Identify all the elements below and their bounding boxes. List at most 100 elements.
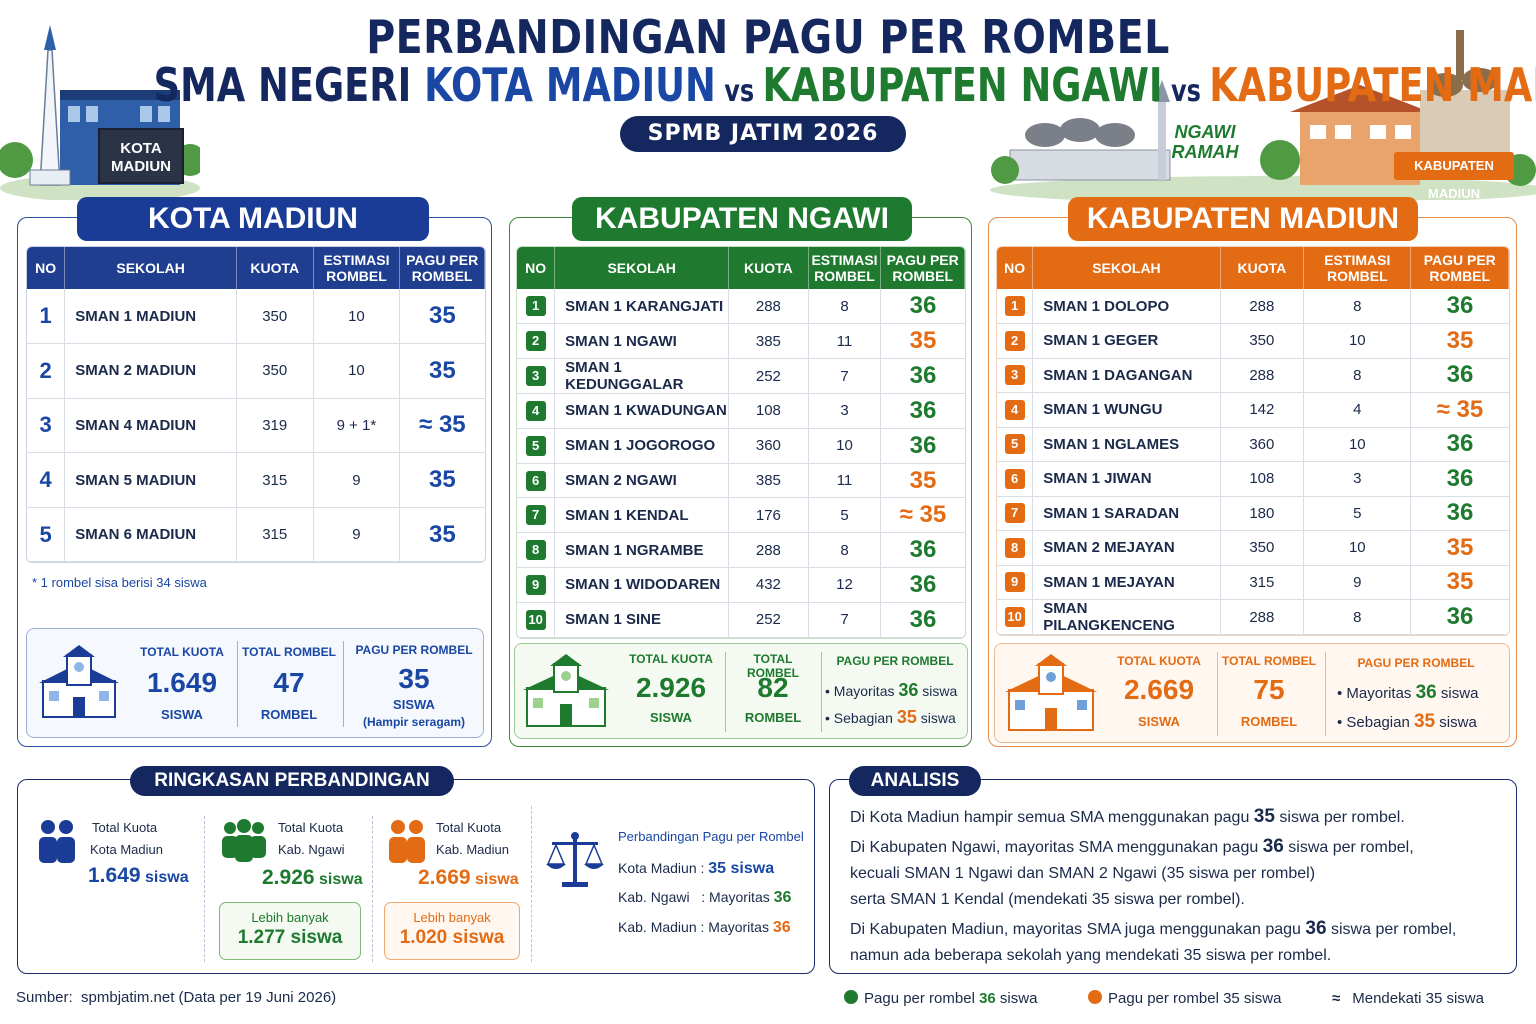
- row-number-cell: 7: [517, 497, 556, 534]
- page-title: PERBANDINGAN PAGU PER ROMBEL: [366, 10, 1170, 64]
- school-name: SMAN 1 WUNGU: [1032, 392, 1221, 428]
- text: Di Kabupaten Ngawi, mayoritas SMA menggu…: [850, 839, 1263, 856]
- kuota-cell: 288: [728, 532, 809, 569]
- kota-total-kuota: 1.649: [146, 667, 218, 698]
- title-prefix: SMA NEGERI: [153, 58, 425, 112]
- row-number: 4: [525, 400, 546, 421]
- school-icon: [523, 654, 609, 727]
- table-row: 1 SMAN 1 KARANGJATI 288 8 36: [517, 289, 965, 325]
- row-number: 5: [525, 435, 546, 456]
- pagu-line-num: 35: [896, 707, 917, 727]
- pagu-line-unit: siswa: [916, 710, 956, 726]
- madiun-total-rombel-label: TOTAL ROMBEL: [1222, 654, 1316, 668]
- kuota-cell: 319: [236, 398, 314, 454]
- legend-num: 36: [979, 990, 996, 1007]
- kuota-cell: 176: [728, 497, 809, 534]
- row-number: 8: [525, 540, 546, 561]
- row-number-cell: 2: [997, 323, 1034, 359]
- kuota-cell: 432: [728, 567, 809, 603]
- madiun-total-kuota-unit: SISWA: [1138, 714, 1180, 729]
- row-number: 5: [1004, 434, 1025, 455]
- school-name: SMAN 1 WIDODAREN: [554, 567, 730, 603]
- pagu-cell: 36: [1410, 427, 1509, 462]
- school-icon: [39, 645, 119, 718]
- pagu-cell: 35: [399, 507, 485, 563]
- kota-pagu-label: PAGU PER ROMBEL: [355, 643, 473, 657]
- table-row: 5 SMAN 6 MADIUN 315 9 35: [27, 507, 485, 563]
- row-number-cell: 8: [997, 530, 1034, 566]
- divider: [1217, 652, 1218, 736]
- rombel-cell: 10: [808, 428, 882, 464]
- text: siswa per rombel.: [1274, 809, 1405, 826]
- people-icon: [39, 820, 75, 863]
- kuota-cell: 252: [728, 602, 809, 638]
- kuota-cell: 288: [1220, 358, 1305, 393]
- row-number-cell: 5: [517, 428, 556, 464]
- kuota-cell: 180: [1220, 496, 1305, 531]
- row-number-cell: 5: [997, 427, 1034, 462]
- cmp-madiun-value: 36: [772, 919, 791, 936]
- panel-title-madiun: KABUPATEN MADIUN: [1068, 197, 1418, 241]
- analisis-p2-line3: serta SMAN 1 Kendal (mendekati 35 siswa …: [850, 891, 1245, 908]
- table-row: 4 SMAN 1 WUNGU 142 4 ≈ 35: [997, 392, 1509, 428]
- kota-footnote: * 1 rombel sisa berisi 34 siswa: [32, 575, 207, 590]
- kota-total-kuota-unit: SISWA: [161, 707, 203, 722]
- pagu-cell: 36: [1410, 289, 1509, 324]
- rombel-cell: 7: [808, 358, 882, 395]
- table-row: 6 SMAN 1 JIWAN 108 3 36: [997, 461, 1509, 497]
- pagu-cell: 36: [880, 428, 965, 464]
- school-name: SMAN 1 NGRAMBE: [554, 532, 730, 569]
- table-row: 9 SMAN 1 WIDODAREN 432 12 36: [517, 567, 965, 603]
- row-number-cell: 6: [517, 463, 556, 499]
- cmp-kota-value: 35 siswa: [708, 860, 775, 877]
- rombel-cell: 9: [1303, 565, 1412, 600]
- pagu-cell: 36: [880, 393, 965, 429]
- table-row: 5 SMAN 1 NGLAMES 360 10 36: [997, 427, 1509, 462]
- pagu-cell: 36: [880, 602, 965, 638]
- source-note: Sumber: spmbjatim.net (Data per 19 Juni …: [16, 989, 337, 1006]
- row-number: 1: [525, 296, 546, 317]
- legend-text: Mendekati 35 siswa: [1352, 990, 1484, 1007]
- row-number: 1: [1004, 296, 1025, 316]
- analisis-p1: Di Kota Madiun hampir semua SMA mengguna…: [850, 804, 1510, 831]
- pagu-line-text: • Sebagian: [825, 710, 897, 726]
- school-name: SMAN 1 MADIUN: [64, 289, 237, 345]
- table-ngawi: NO SEKOLAH KUOTA ESTIMASI ROMBEL PAGU PE…: [516, 246, 966, 639]
- panel-title-kota: KOTA MADIUN: [77, 197, 429, 241]
- pagu-cell: 36: [880, 289, 965, 325]
- ngawi-more-label: Lebih banyak: [251, 910, 329, 925]
- event-badge: SPMB JATIM 2026: [620, 116, 906, 152]
- row-number-cell: 8: [517, 532, 556, 569]
- pagu-line-text: • Sebagian: [1337, 714, 1414, 731]
- pagu-cell: 36: [1410, 358, 1509, 393]
- row-number: 4: [1004, 399, 1025, 420]
- row-number: 2: [525, 331, 546, 352]
- kabupaten-madiun-sign: KABUPATEN MADIUN: [1394, 152, 1514, 201]
- pagu-cell: 35: [880, 323, 965, 360]
- col-no: NO: [997, 247, 1034, 289]
- rombel-cell: 12: [808, 567, 882, 603]
- row-number-cell: 4: [997, 392, 1034, 428]
- school-name: SMAN 1 NGLAMES: [1032, 427, 1221, 462]
- ring-kota-unit: siswa: [140, 869, 189, 886]
- row-number: 6: [1004, 468, 1025, 489]
- pagu-line-num: 36: [1415, 682, 1437, 703]
- kuota-cell: 350: [236, 289, 314, 345]
- kota-pagu-note: (Hampir seragam): [362, 715, 466, 729]
- pagu-cell: 36: [880, 567, 965, 603]
- col-no: NO: [27, 247, 66, 289]
- kuota-cell: 315: [236, 507, 314, 563]
- text: siswa per rombel,: [1283, 839, 1414, 856]
- title-vs-2: vs: [1162, 74, 1210, 109]
- school-name: SMAN 1 JOGOROGO: [554, 428, 730, 464]
- rombel-cell: 3: [1303, 461, 1412, 497]
- text: Di Kota Madiun hampir semua SMA mengguna…: [850, 809, 1254, 826]
- madiun-more-box: Lebih banyak 1.020 siswa: [384, 902, 520, 960]
- kuota-cell: 108: [1220, 461, 1305, 497]
- col-kuota: KUOTA: [236, 247, 314, 289]
- table-row: 4 SMAN 1 KWADUNGAN 108 3 36: [517, 393, 965, 429]
- ngawi-ramah-logo: NGAWI RAMAH: [1171, 122, 1239, 162]
- header-right-illustration: [990, 30, 1536, 204]
- kota-madiun-sign: KOTA MADIUN: [98, 128, 184, 184]
- rombel-cell: 8: [1303, 289, 1412, 324]
